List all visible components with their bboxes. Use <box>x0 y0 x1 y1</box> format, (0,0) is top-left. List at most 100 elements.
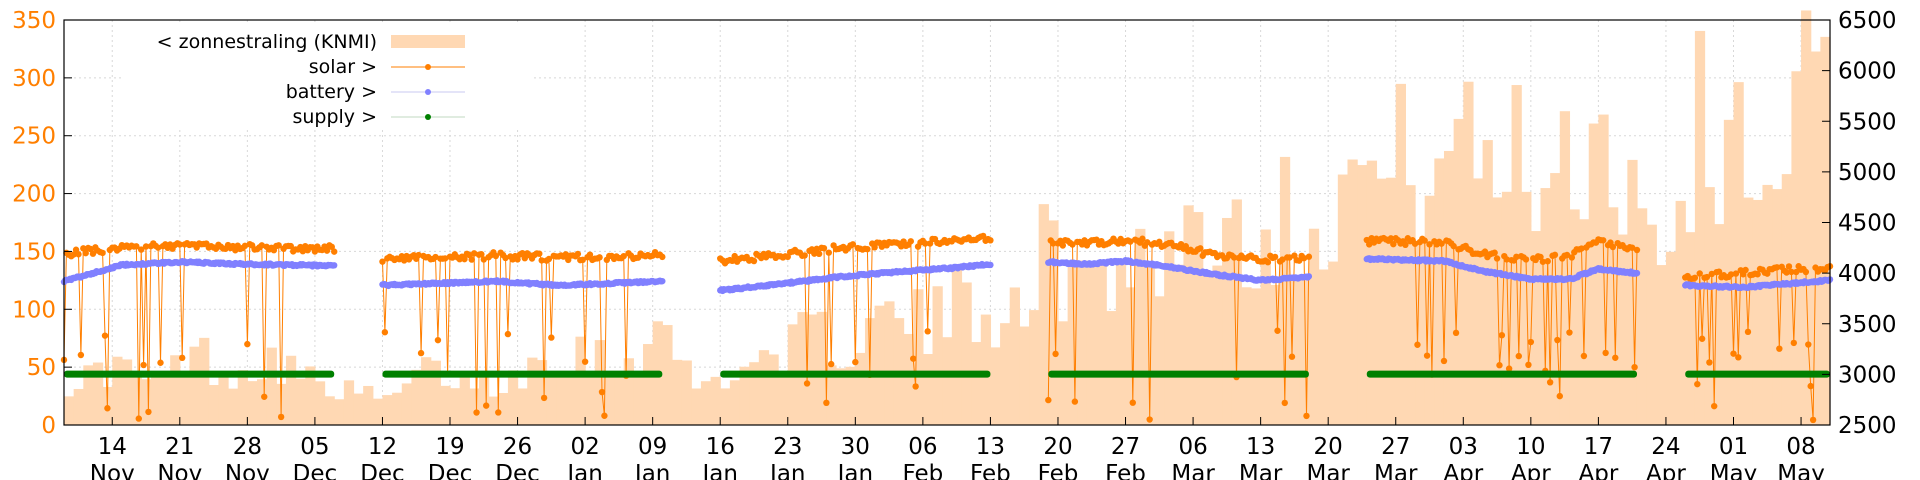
solar-point <box>244 340 251 348</box>
solar-point <box>1093 236 1100 243</box>
zonnestraling-bar <box>1685 232 1696 425</box>
zonnestraling-bar <box>324 396 335 425</box>
zonnestraling-bar <box>643 344 654 425</box>
zonnestraling-bar <box>450 388 461 425</box>
zonnestraling-bar <box>1492 197 1503 425</box>
x-tick-day: 03 <box>1449 434 1478 460</box>
solar-point <box>468 256 475 263</box>
x-tick-day: 13 <box>976 434 1005 460</box>
x-tick-day: 06 <box>908 434 937 460</box>
solar-point <box>261 393 268 400</box>
zonnestraling-bar <box>411 369 422 425</box>
x-tick-month: May <box>1777 461 1825 480</box>
solar-point <box>140 361 147 369</box>
solar-point <box>1715 268 1723 275</box>
solar-point <box>1045 396 1052 404</box>
right-axis: 2500 3000 3500 4000 4500 5000 5500 6000 6500 <box>1822 8 1897 439</box>
zonnestraling-bar <box>807 314 818 425</box>
zonnestraling-bar <box>1675 200 1686 425</box>
solar-point <box>864 245 871 253</box>
solar-point <box>1402 241 1409 249</box>
solar-point <box>1809 416 1817 424</box>
x-tick-month: Jan <box>768 461 805 480</box>
right-tick-label: 6500 <box>1838 8 1897 34</box>
zonnestraling-bar <box>189 346 200 425</box>
zonnestraling-bar <box>797 312 808 425</box>
zonnestraling-bar <box>826 365 837 425</box>
zonnestraling-bar <box>112 356 123 425</box>
zonnestraling-bar <box>1521 191 1532 425</box>
left-tick-label: 350 <box>12 8 56 34</box>
solar-point <box>179 354 186 362</box>
zonnestraling-bar <box>1453 118 1464 426</box>
zonnestraling-bar <box>1270 285 1281 425</box>
left-tick-label: 50 <box>27 355 56 381</box>
zonnestraling-bar <box>488 396 499 425</box>
solar-point <box>849 241 857 248</box>
solar-point <box>434 336 442 344</box>
zonnestraling-bar <box>990 347 1001 425</box>
solar-point <box>258 242 266 249</box>
solar-point <box>801 252 808 259</box>
x-tick-month: Apr <box>1511 461 1551 480</box>
x-tick-day: 13 <box>1246 434 1275 460</box>
x-tick-day: 01 <box>1719 434 1748 460</box>
solar-point <box>331 248 338 255</box>
zonnestraling-bar <box>971 342 982 425</box>
right-tick-label: 2500 <box>1838 413 1897 439</box>
zonnestraling-bar <box>517 388 528 425</box>
x-tick-month: Dec <box>293 461 338 480</box>
zonnestraling-bar <box>1636 208 1648 425</box>
zonnestraling-bar <box>720 388 731 425</box>
zonnestraling-bar <box>1366 160 1378 426</box>
x-tick-month: Nov <box>90 461 135 480</box>
solar-point <box>1537 253 1544 261</box>
solar-point <box>1732 270 1740 277</box>
solar-point <box>820 244 828 252</box>
solar-point <box>1049 240 1057 247</box>
zonnestraling-bar <box>1376 178 1387 425</box>
solar-point <box>910 355 917 362</box>
right-tick-label: 5000 <box>1838 160 1897 186</box>
solar-point <box>287 242 294 250</box>
solar-point <box>562 251 570 258</box>
solar-point <box>82 249 89 257</box>
solar-point <box>1279 256 1286 263</box>
solar-point <box>1281 399 1288 407</box>
solar-point <box>415 251 422 259</box>
zonnestraling-bar <box>1617 234 1628 425</box>
solar-point <box>521 255 529 262</box>
zonnestraling-bar <box>1173 264 1185 425</box>
solar-point <box>1730 350 1737 357</box>
zonnestraling-bar <box>1318 269 1329 425</box>
solar-point <box>478 251 485 258</box>
solar-point <box>912 383 919 390</box>
x-tick-month: Jan <box>565 461 602 480</box>
solar-point <box>1600 237 1607 244</box>
solar-point <box>104 405 111 412</box>
legend-swatch-solar-point <box>425 64 431 70</box>
solar-point <box>514 256 521 263</box>
solar-point <box>1496 362 1503 369</box>
solar-point <box>1421 237 1428 244</box>
x-tick-day: 20 <box>1043 434 1072 460</box>
solar-point <box>1438 240 1445 247</box>
x-tick-day: 26 <box>503 434 532 460</box>
zonnestraling-bar <box>73 388 84 425</box>
left-tick-label: 200 <box>12 182 56 208</box>
x-tick-day: 10 <box>1516 434 1545 460</box>
solar-point <box>1414 341 1421 348</box>
solar-point <box>504 330 512 338</box>
x-tick-month: Feb <box>1105 461 1146 480</box>
solar-point <box>659 253 666 261</box>
solar-point <box>1440 357 1448 365</box>
zonnestraling-bar <box>83 365 94 425</box>
zonnestraling-bar <box>1164 231 1175 425</box>
right-tick-label: 6000 <box>1838 59 1897 85</box>
solar-point <box>1503 256 1510 263</box>
zonnestraling-bar <box>1328 261 1339 425</box>
solar-point <box>1727 271 1735 278</box>
x-tick-day: 24 <box>1651 434 1680 460</box>
solar-point <box>482 402 490 409</box>
